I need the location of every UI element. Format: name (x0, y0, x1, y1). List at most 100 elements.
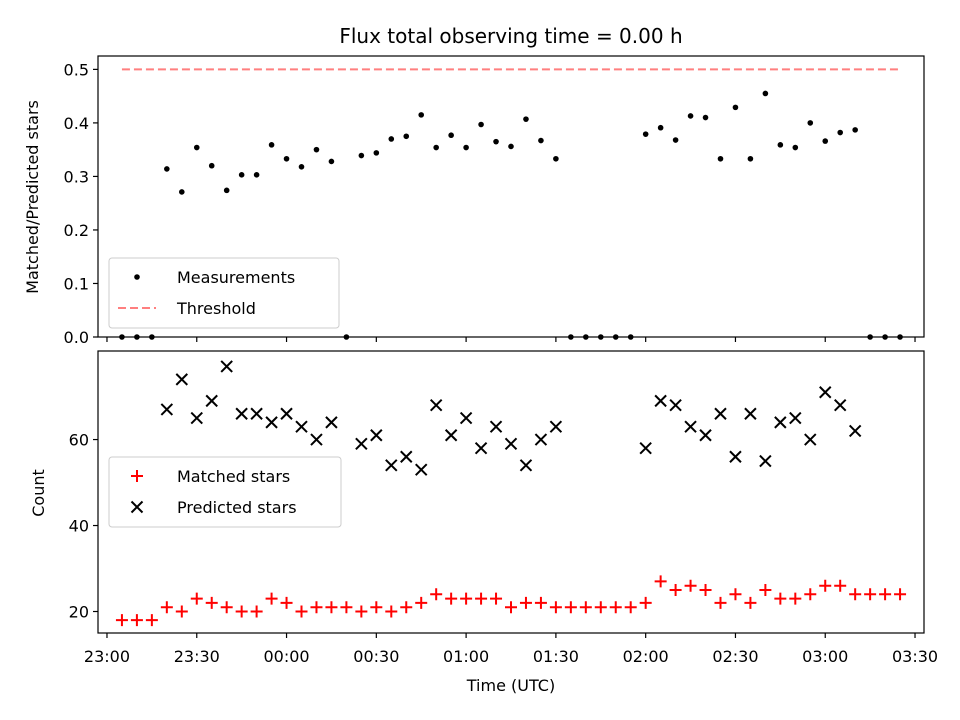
x-tick-label: 00:00 (263, 647, 309, 666)
measurement-point (807, 120, 814, 126)
matched-star-point (609, 601, 622, 614)
bottom-y-tick-label: 20 (69, 603, 89, 622)
matched-star-point (594, 601, 607, 614)
measurement-point (583, 334, 589, 340)
predicted-star-point (235, 407, 248, 420)
chart-title: Flux total observing time = 0.00 h (339, 24, 682, 48)
measurement-point (283, 155, 290, 162)
measurement-point (208, 162, 215, 169)
measurement-point (508, 143, 514, 150)
measurement-point (493, 138, 499, 145)
predicted-star-point (819, 386, 832, 399)
x-tick-label: 02:00 (623, 647, 669, 666)
matched-star-point (534, 596, 547, 609)
top-y-tick-label: 0.2 (64, 221, 89, 240)
predicted-star-point (474, 441, 488, 455)
matched-star-point (475, 592, 488, 605)
top-legend (108, 257, 340, 329)
measurement-point (687, 113, 694, 119)
measurement-point (358, 152, 365, 159)
predicted-star-point (833, 398, 847, 412)
bottom-plot-frame (97, 350, 925, 634)
matched-star-point (400, 601, 413, 614)
measurement-point (418, 112, 425, 118)
matched-star-point (445, 592, 458, 605)
measurement-point (448, 132, 454, 139)
measurement-point (897, 334, 903, 340)
measurement-point (478, 121, 484, 128)
matched-star-point (430, 588, 443, 601)
measurement-point (597, 334, 604, 340)
matched-star-point (834, 579, 847, 592)
matched-star-point (490, 592, 503, 605)
matched-star-point (744, 596, 757, 609)
predicted-star-point (699, 429, 712, 442)
top-y-axis-label: Matched/Predicted stars (23, 100, 42, 294)
matched-star-point (370, 601, 383, 614)
predicted-star-point (310, 433, 323, 446)
predicted-star-point (669, 398, 682, 412)
measurement-point (328, 158, 335, 165)
predicted-star-point (415, 463, 428, 476)
predicted-star-point (759, 454, 772, 468)
top-y-tick-label: 0.1 (64, 274, 89, 293)
matched-star-point (789, 592, 802, 605)
measurement-point (164, 166, 170, 172)
predicted-star-point (160, 403, 174, 416)
matched-star-point (669, 584, 682, 597)
top-plot-panel: 0.0 0.1 0.2 0.3 0.4 0.5 (64, 55, 925, 347)
legend-measurement-swatch (134, 274, 140, 280)
x-tick-label: 02:30 (712, 647, 758, 666)
measurement-point (627, 334, 634, 340)
predicted-star-point (804, 433, 817, 446)
measurement-point (792, 144, 799, 151)
predicted-star-point (504, 437, 518, 451)
legend-matched-swatch (131, 470, 143, 482)
legend-predicted-swatch (130, 500, 144, 514)
predicted-star-point (714, 407, 727, 420)
x-tick-label: 23:00 (84, 647, 130, 666)
predicted-star-point (265, 416, 278, 429)
measurement-point (403, 133, 410, 140)
predicted-star-point (190, 411, 203, 425)
measurement-point (717, 155, 724, 162)
matched-star-point (250, 605, 263, 618)
legend-label: Threshold (176, 299, 256, 318)
measurement-point (882, 334, 888, 340)
matched-star-point (699, 584, 712, 597)
matched-star-point (864, 588, 877, 601)
measurement-point (672, 137, 679, 143)
matched-star-point (385, 605, 398, 618)
matched-star-point (205, 596, 218, 609)
predicted-star-point (444, 429, 458, 442)
measurement-point (268, 142, 275, 148)
bottom-y-tick-label: 40 (69, 517, 89, 536)
predicted-star-point (325, 416, 338, 429)
measurement-point (852, 127, 858, 133)
matched-star-point (130, 614, 143, 627)
measurement-point (178, 189, 185, 195)
legend-label: Measurements (177, 268, 295, 287)
predicted-star-point (519, 459, 533, 472)
predicted-star-point (848, 424, 862, 438)
measurement-point (253, 172, 260, 178)
matched-star-point (220, 601, 233, 614)
x-axis-label: Time (UTC) (466, 676, 555, 695)
measurement-point (193, 144, 200, 151)
matched-star-point (310, 601, 323, 614)
matched-star-point (849, 588, 862, 601)
measurement-point (702, 114, 709, 121)
matched-star-point (894, 588, 907, 601)
top-plot-frame (97, 55, 925, 338)
matched-star-point (564, 601, 577, 614)
measurement-point (388, 136, 395, 142)
matched-star-point (340, 601, 353, 614)
predicted-star-point (250, 407, 263, 420)
measurement-point (822, 138, 829, 144)
measurement-point (657, 124, 664, 131)
measurement-point (553, 155, 559, 162)
predicted-star-point (534, 433, 548, 446)
measurement-point (373, 150, 380, 156)
matched-star-point (579, 601, 592, 614)
